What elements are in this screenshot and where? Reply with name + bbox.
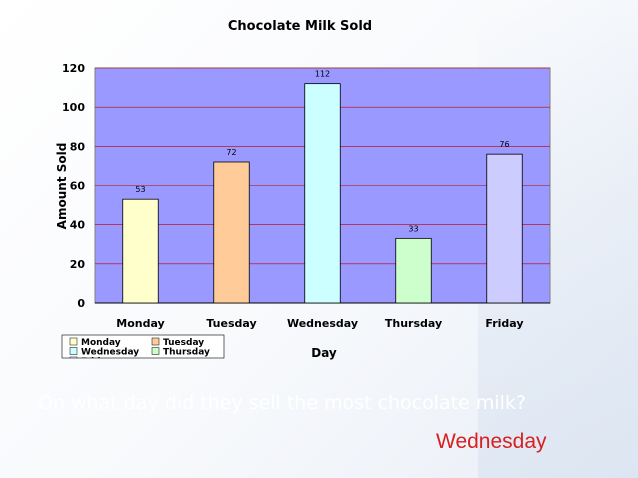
legend-entry: Friday [81, 357, 112, 367]
x-tick-label: Tuesday [206, 317, 256, 330]
legend-swatch [69, 337, 78, 346]
question-text: On what day did they sell the most choco… [38, 392, 527, 414]
y-tick-label: 100 [62, 101, 85, 114]
legend: Monday Tuesday Wednesday Thursday Friday [61, 334, 225, 367]
bar-friday [486, 153, 523, 304]
y-axis-label: Amount Sold [55, 143, 69, 230]
x-tick-label: Friday [485, 317, 523, 330]
data-label: 53 [135, 185, 145, 194]
bar-chart: Chocolate Milk Sold 0 20 40 60 80 100 120 Mond… [55, 19, 551, 367]
x-axis-label: Day [311, 346, 337, 360]
y-tick-label: 80 [70, 140, 86, 153]
legend-box [61, 334, 225, 359]
y-tick-label: 120 [62, 62, 85, 75]
data-label: 33 [408, 224, 418, 233]
x-tick-label: Monday [116, 317, 164, 330]
chart-title: Chocolate Milk Sold [228, 19, 372, 34]
legend-entry: Wednesday [81, 348, 139, 358]
x-tick-label: Thursday [385, 317, 442, 330]
data-label: 72 [226, 148, 236, 157]
bar-thursday [395, 237, 432, 304]
data-label: 112 [315, 70, 330, 79]
y-tick-label: 20 [70, 258, 86, 271]
y-axis-ticks: 0 20 40 60 80 100 120 [62, 62, 85, 310]
x-axis-ticks: Monday Tuesday Wednesday Thursday Friday [116, 317, 523, 330]
x-tick-label: Wednesday [287, 317, 358, 330]
y-tick-label: 40 [70, 219, 86, 232]
data-labels: 53 72 112 33 76 [135, 70, 509, 234]
bar-wednesday [304, 83, 341, 304]
bar-tuesday [213, 161, 250, 304]
legend-entry: Tuesday [163, 338, 204, 348]
legend-entry: Thursday [163, 348, 210, 358]
y-tick-label: 60 [70, 180, 86, 193]
y-tick-label: 0 [77, 297, 85, 310]
legend-swatch [69, 356, 78, 358]
legend-swatch [151, 337, 160, 346]
bar-monday [122, 198, 159, 304]
bars [122, 83, 523, 304]
answer-text: Wednesday [436, 430, 547, 453]
legend-entry: Monday [81, 338, 121, 348]
legend-swatch [151, 347, 160, 355]
legend-swatch [69, 347, 78, 355]
data-label: 76 [499, 140, 509, 149]
